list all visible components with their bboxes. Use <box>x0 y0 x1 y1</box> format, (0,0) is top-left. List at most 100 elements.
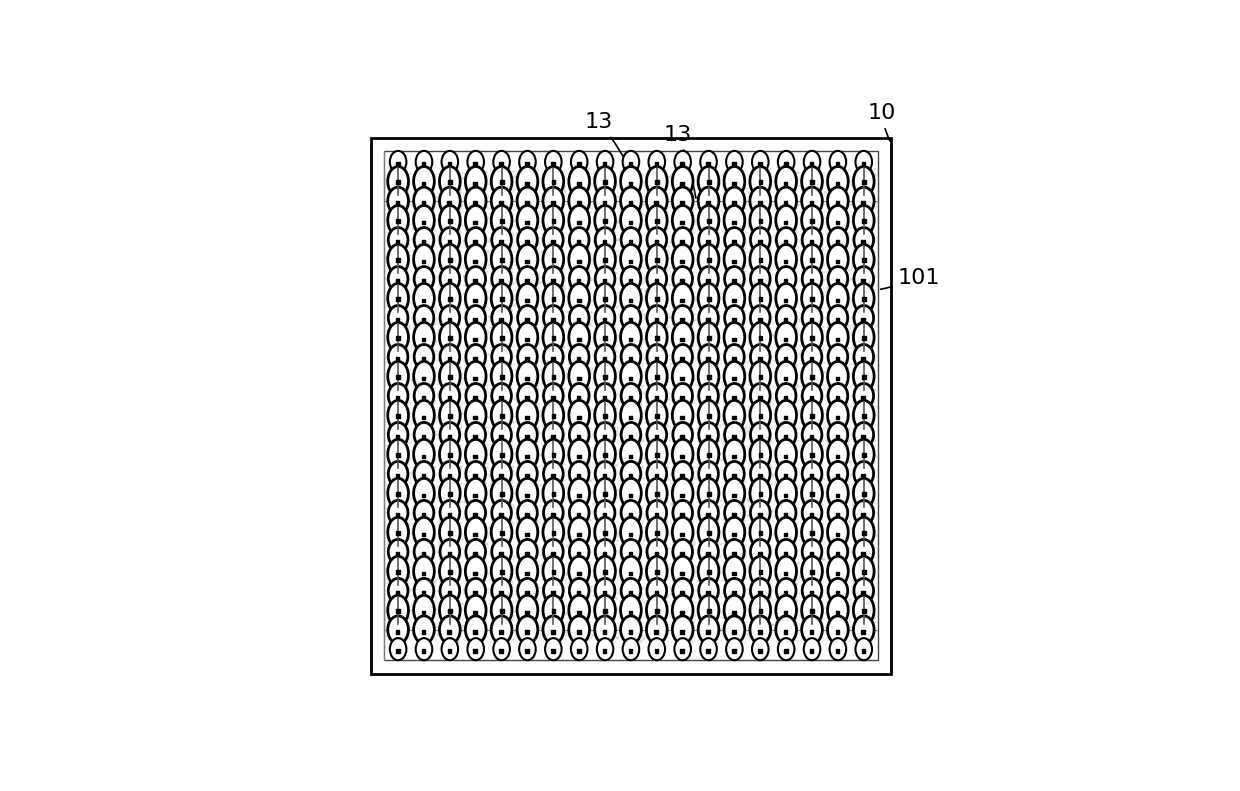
Point <box>543 467 563 480</box>
Point <box>487 514 507 527</box>
Point <box>420 498 440 510</box>
Point <box>816 259 836 272</box>
Point <box>657 325 677 338</box>
Point <box>455 615 475 628</box>
Point <box>836 221 856 234</box>
Point <box>787 461 807 474</box>
Point <box>738 444 758 456</box>
Point <box>639 463 658 475</box>
Point <box>781 426 801 438</box>
Point <box>729 162 749 175</box>
Point <box>847 634 867 647</box>
Point <box>662 602 682 615</box>
Point <box>672 535 692 547</box>
Point <box>558 174 578 187</box>
Point <box>412 336 432 349</box>
Point <box>811 610 831 623</box>
Point <box>554 573 574 586</box>
Point <box>839 399 859 412</box>
Point <box>384 244 404 257</box>
Point <box>697 401 717 414</box>
Point <box>636 635 656 648</box>
Point <box>847 595 867 607</box>
Point <box>407 244 427 257</box>
Point <box>560 507 580 520</box>
Point <box>781 380 801 393</box>
Point <box>403 293 423 305</box>
Point <box>790 540 810 553</box>
Ellipse shape <box>621 461 641 486</box>
Point <box>794 558 813 571</box>
Point <box>606 522 626 535</box>
Point <box>494 218 513 230</box>
Point <box>470 572 490 585</box>
Point <box>807 610 827 623</box>
Point <box>430 501 450 513</box>
Point <box>631 359 651 372</box>
Point <box>557 339 577 351</box>
Point <box>675 377 694 390</box>
Point <box>637 233 657 246</box>
Point <box>866 318 885 331</box>
Point <box>587 590 606 603</box>
Point <box>729 374 749 387</box>
Point <box>419 265 439 278</box>
Point <box>529 215 549 228</box>
Ellipse shape <box>569 501 589 525</box>
Point <box>508 440 528 452</box>
Ellipse shape <box>466 501 486 525</box>
Point <box>418 284 438 297</box>
Point <box>450 376 470 388</box>
Point <box>839 211 859 224</box>
Point <box>678 555 698 568</box>
Point <box>688 178 708 191</box>
Point <box>484 499 503 512</box>
Point <box>650 376 670 388</box>
Point <box>688 449 708 462</box>
Point <box>622 518 642 531</box>
Point <box>662 184 682 196</box>
Point <box>646 311 666 324</box>
Point <box>725 533 745 546</box>
Point <box>526 266 546 278</box>
Point <box>598 191 618 204</box>
Point <box>737 221 756 234</box>
Point <box>754 382 774 395</box>
Point <box>781 258 801 271</box>
Point <box>624 245 644 258</box>
Point <box>634 176 653 188</box>
Point <box>420 440 440 452</box>
Point <box>667 494 687 507</box>
Point <box>429 567 449 580</box>
Point <box>461 158 481 171</box>
Point <box>644 462 663 475</box>
Point <box>573 544 593 557</box>
Point <box>707 512 727 524</box>
Ellipse shape <box>672 616 693 643</box>
Point <box>408 637 428 649</box>
Point <box>802 387 822 399</box>
Point <box>642 206 662 219</box>
Ellipse shape <box>724 361 745 392</box>
Point <box>474 298 494 311</box>
Point <box>642 283 662 296</box>
Point <box>525 383 544 396</box>
Point <box>652 165 672 178</box>
Point <box>631 168 651 181</box>
Point <box>489 316 508 328</box>
Point <box>414 494 434 507</box>
Point <box>696 245 715 258</box>
Point <box>412 623 432 636</box>
Point <box>548 321 568 334</box>
Point <box>621 258 641 271</box>
Point <box>430 556 450 569</box>
Point <box>681 358 701 371</box>
Point <box>593 262 613 274</box>
Point <box>733 513 753 526</box>
Point <box>761 483 781 496</box>
Point <box>450 481 470 494</box>
Point <box>813 612 833 625</box>
Point <box>608 196 627 209</box>
Point <box>655 615 675 628</box>
Point <box>381 456 401 468</box>
